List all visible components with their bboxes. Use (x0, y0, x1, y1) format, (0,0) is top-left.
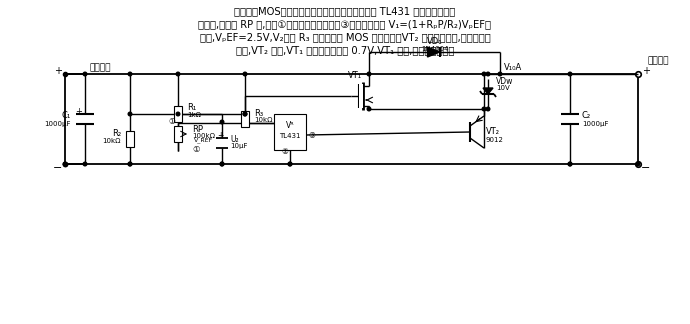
Text: ③: ③ (308, 131, 315, 140)
Text: C₂: C₂ (582, 110, 591, 120)
Circle shape (288, 162, 292, 166)
Text: VDw: VDw (496, 77, 513, 87)
Circle shape (482, 72, 486, 76)
Circle shape (486, 107, 490, 111)
Text: −: − (641, 163, 651, 173)
Text: 1N4004: 1N4004 (421, 46, 448, 52)
Text: VD₁: VD₁ (426, 38, 442, 47)
Text: 10μF: 10μF (230, 143, 248, 149)
Text: 10kΩ: 10kΩ (103, 138, 121, 144)
Bar (174, 106, 182, 122)
Circle shape (636, 162, 640, 166)
Text: R₃: R₃ (254, 109, 263, 118)
Circle shape (367, 72, 371, 76)
Text: ①: ① (192, 145, 199, 154)
Text: 输入电压: 输入电压 (90, 64, 112, 73)
Text: ①: ① (168, 118, 175, 126)
Circle shape (498, 72, 502, 76)
Text: TL431: TL431 (279, 133, 301, 139)
Text: 100kΩ: 100kΩ (192, 133, 215, 139)
Circle shape (243, 72, 247, 76)
Circle shape (367, 107, 371, 111)
Text: R₂: R₂ (112, 130, 121, 138)
Bar (359, 84, 363, 108)
Text: ②: ② (281, 147, 288, 156)
Circle shape (63, 162, 67, 166)
Circle shape (128, 162, 132, 166)
Text: 式中,VₚEF=2.5V,V₂通过 R₃ 后加于功率 MOS 管的栅极。VT₂ 为短路保护管,当输出端短: 式中,VₚEF=2.5V,V₂通过 R₃ 后加于功率 MOS 管的栅极。VT₂ … (199, 32, 491, 42)
Circle shape (288, 162, 292, 166)
Circle shape (568, 72, 572, 76)
Text: 路时,VT₂ 导通,VT₁ 的栅极电压降至 0.7V,VT₁ 截止,切断电源输出。: 路时,VT₂ 导通,VT₁ 的栅极电压降至 0.7V,VT₁ 截止,切断电源输出… (236, 45, 454, 55)
Text: +: + (54, 66, 62, 76)
Text: +: + (75, 107, 82, 115)
Circle shape (220, 162, 224, 166)
Text: Vᴿ: Vᴿ (286, 122, 295, 131)
Polygon shape (483, 88, 493, 94)
Circle shape (83, 162, 87, 166)
Text: V_REF: V_REF (194, 137, 213, 143)
Text: 1000μF: 1000μF (582, 121, 609, 127)
Text: 10V: 10V (496, 85, 510, 91)
Polygon shape (428, 47, 440, 57)
Text: U₂: U₂ (230, 134, 239, 144)
Text: 1kΩ: 1kΩ (187, 112, 201, 118)
Text: C₁: C₁ (61, 110, 71, 120)
Circle shape (83, 72, 87, 76)
Bar (274, 114, 306, 150)
Text: RP: RP (192, 124, 203, 133)
Text: −: − (53, 163, 63, 173)
Circle shape (220, 162, 224, 166)
Bar (241, 110, 249, 126)
Bar (174, 126, 182, 142)
Circle shape (243, 112, 247, 116)
Text: +: + (642, 66, 650, 76)
Text: R₁: R₁ (187, 103, 196, 112)
Text: 输出电压: 输出电压 (648, 56, 669, 65)
Circle shape (482, 107, 486, 111)
Text: V₁₀A: V₁₀A (504, 64, 522, 73)
Circle shape (486, 72, 490, 76)
Circle shape (568, 162, 572, 166)
Text: VT₁: VT₁ (348, 72, 362, 80)
Text: 10kΩ: 10kΩ (254, 118, 273, 123)
Circle shape (176, 112, 180, 116)
Circle shape (568, 162, 572, 166)
Circle shape (243, 112, 247, 116)
Circle shape (176, 72, 180, 76)
Circle shape (128, 162, 132, 166)
Text: 采用功率MOS管的精密线性稳压电源电路。电路中 TL431 为可调基准稳压: 采用功率MOS管的精密线性稳压电源电路。电路中 TL431 为可调基准稳压 (235, 6, 455, 16)
Circle shape (220, 120, 224, 124)
Bar (126, 131, 134, 147)
Circle shape (128, 72, 132, 76)
Circle shape (128, 112, 132, 116)
Text: 9012: 9012 (486, 137, 504, 143)
Text: +: + (217, 132, 223, 141)
Text: 三极管,当调节 RP 时,图中①端电压也随之改变，③端的稳压值为 V₁=(1+RₚP/R₂)VₚEF。: 三极管,当调节 RP 时,图中①端电压也随之改变，③端的稳压值为 V₁=(1+R… (199, 19, 491, 29)
Text: VT₂: VT₂ (486, 128, 500, 136)
Text: 1000μF: 1000μF (44, 121, 71, 127)
